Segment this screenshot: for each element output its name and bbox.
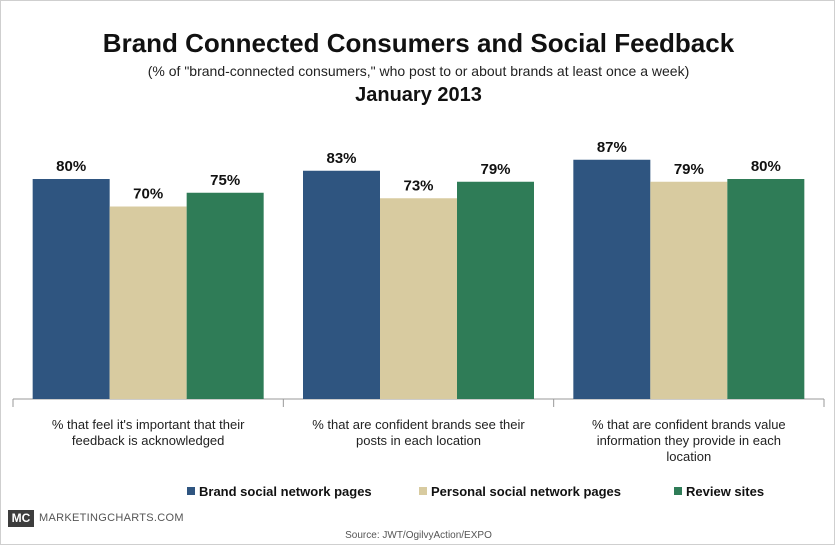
site-name: MARKETINGCHARTS.COM: [39, 512, 184, 524]
bar: [33, 179, 110, 399]
data-label: 87%: [597, 139, 627, 156]
data-label: 70%: [133, 186, 163, 203]
data-label: 79%: [480, 161, 510, 178]
source-note: Source: JWT/OgilvyAction/EXPO: [1, 530, 835, 541]
category-label: % that are confident brands see their: [312, 417, 525, 432]
chart-frame: Brand Connected Consumers and Social Fee…: [0, 0, 835, 545]
data-label: 83%: [326, 150, 356, 167]
legend-label: Brand social network pages: [199, 484, 372, 499]
bar: [727, 179, 804, 399]
legend-swatch: [674, 487, 682, 495]
bar: [110, 207, 187, 400]
data-label: 75%: [210, 172, 240, 189]
data-label: 80%: [751, 158, 781, 175]
legend-label: Personal social network pages: [431, 484, 621, 499]
category-label: posts in each location: [356, 433, 481, 448]
legend-swatch: [419, 487, 427, 495]
data-label: 73%: [403, 177, 433, 194]
category-label: location: [666, 449, 711, 464]
legend-swatch: [187, 487, 195, 495]
bar: [380, 198, 457, 399]
category-label: feedback is acknowledged: [72, 433, 225, 448]
marketingcharts-logo: MC: [8, 510, 34, 527]
legend-label: Review sites: [686, 484, 764, 499]
bar: [573, 160, 650, 399]
category-label: % that are confident brands value: [592, 417, 786, 432]
data-label: 80%: [56, 158, 86, 175]
category-label: information they provide in each: [597, 433, 781, 448]
category-label: % that feel it's important that their: [52, 417, 245, 432]
bar: [650, 182, 727, 399]
bar: [303, 171, 380, 399]
bar: [187, 193, 264, 399]
bar-chart: 80% 70% 75% % that feel it's important that…: [1, 1, 835, 545]
bar: [457, 182, 534, 399]
data-label: 79%: [674, 161, 704, 178]
